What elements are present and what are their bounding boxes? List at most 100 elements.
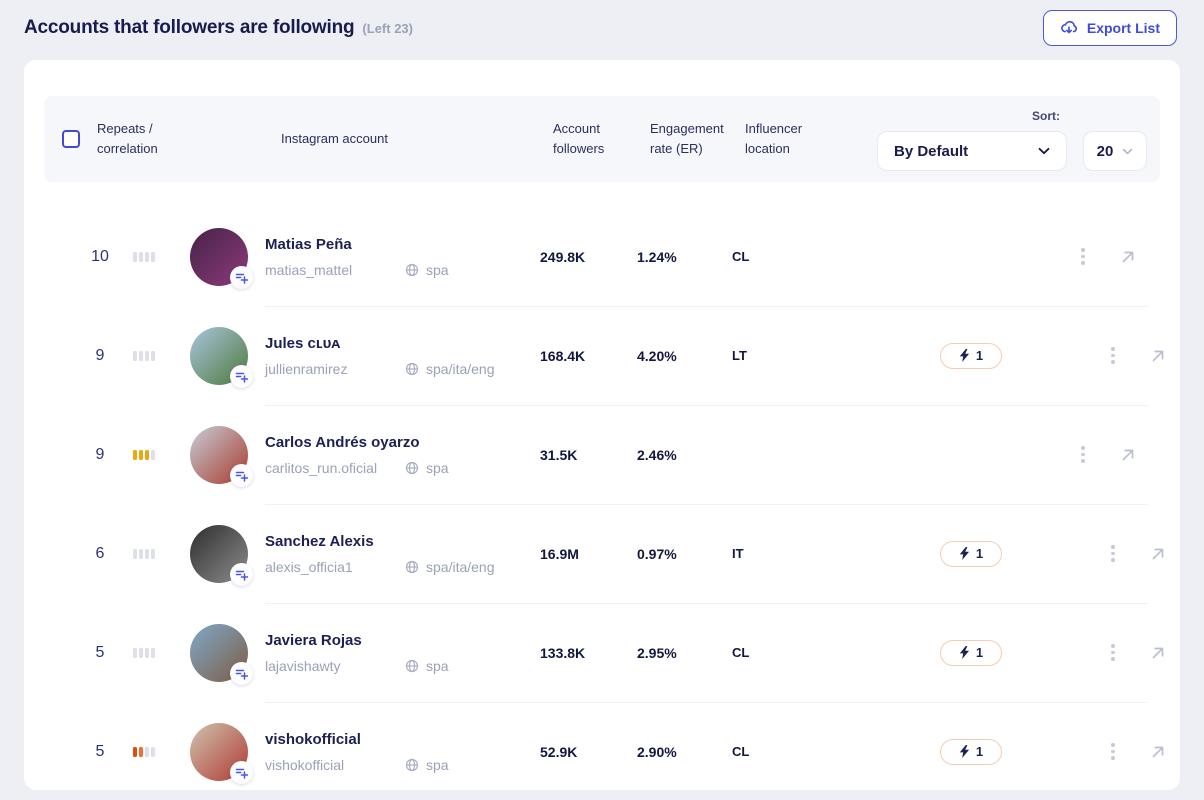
repeats-count: 6 xyxy=(95,544,105,562)
engagement-rate-value: 4.20% xyxy=(637,347,677,364)
account-name[interactable]: Jules ᴄʟᴜᴀ xyxy=(265,334,341,352)
arrow-up-right-icon[interactable] xyxy=(1149,743,1167,761)
page-size-value: 20 xyxy=(1096,142,1114,160)
top-bar: Accounts that followers are following (L… xyxy=(0,0,1204,56)
account-languages: spa/ita/eng xyxy=(426,558,495,575)
account-followers-value: 133.8K xyxy=(540,644,586,661)
account-name[interactable]: vishokofficial xyxy=(265,730,361,748)
kebab-menu-icon[interactable] xyxy=(1105,640,1121,665)
lightning-badge-count: 1 xyxy=(975,744,984,759)
account-username: alexis_officia1 xyxy=(265,558,353,575)
avatar[interactable] xyxy=(190,227,253,289)
column-header-repeats-correlation: Repeats / correlation xyxy=(97,120,158,156)
account-username: matias_mattel xyxy=(265,261,353,278)
avatar[interactable] xyxy=(190,722,253,784)
globe-icon xyxy=(405,263,419,277)
lightning-badge-count: 1 xyxy=(975,645,984,660)
column-header-instagram-account: Instagram account xyxy=(281,130,388,146)
sort-dropdown-value: By Default xyxy=(894,142,969,160)
kebab-menu-icon[interactable] xyxy=(1075,442,1091,467)
account-name[interactable]: Matias Peña xyxy=(265,235,352,253)
lightning-icon xyxy=(959,349,970,362)
influencer-location-value: CL xyxy=(732,645,750,660)
lightning-badge-count: 1 xyxy=(975,546,984,561)
globe-icon xyxy=(405,362,419,376)
lightning-icon xyxy=(959,547,970,560)
sort-dropdown[interactable]: By Default xyxy=(877,131,1067,172)
table-row: 9 Jules ᴄʟᴜᴀ jullienramirez spa/ita/eng xyxy=(24,306,1180,405)
lightning-icon xyxy=(959,745,970,758)
repeats-count: 10 xyxy=(91,247,109,265)
account-languages: spa/ita/eng xyxy=(426,360,495,377)
export-list-button[interactable]: Export List xyxy=(1042,10,1177,46)
table-row: 5 Javiera Rojas lajavishawty spa xyxy=(24,603,1180,702)
influencer-location-value: CL xyxy=(732,744,750,759)
account-info: Matias Peña matias_mattel spa xyxy=(265,236,515,278)
lightning-badge[interactable]: 1 xyxy=(940,540,1002,567)
lightning-badge[interactable]: 1 xyxy=(940,639,1002,666)
account-name[interactable]: Javiera Rojas xyxy=(265,631,362,649)
repeats-count: 5 xyxy=(95,643,105,661)
repeats-count: 9 xyxy=(95,346,105,364)
correlation-bars xyxy=(133,350,156,361)
select-all-checkbox[interactable] xyxy=(62,130,80,148)
kebab-menu-icon[interactable] xyxy=(1105,739,1121,764)
accounts-list: 10 Matias Peña matias_mattel spa xyxy=(24,207,1180,790)
globe-icon xyxy=(405,659,419,673)
account-followers-value: 52.9K xyxy=(540,743,578,760)
account-followers-value: 31.5K xyxy=(540,446,578,463)
lightning-icon xyxy=(959,646,970,659)
influencer-location-value: LT xyxy=(732,348,747,363)
avatar[interactable] xyxy=(190,524,253,586)
account-username: lajavishawty xyxy=(265,657,341,674)
page-size-dropdown[interactable]: 20 xyxy=(1083,131,1147,172)
avatar[interactable] xyxy=(190,425,253,487)
table-row: 9 Carlos Andrés oyarzo carlitos_run.ofic… xyxy=(24,405,1180,504)
table-row: 5 vishokofficial vishokofficial spa xyxy=(24,702,1180,790)
arrow-up-right-icon[interactable] xyxy=(1149,644,1167,662)
correlation-bars xyxy=(133,548,156,559)
account-info: Jules ᴄʟᴜᴀ jullienramirez spa/ita/eng xyxy=(265,335,515,377)
add-to-list-icon[interactable] xyxy=(230,760,253,784)
account-followers-value: 249.8K xyxy=(540,248,586,265)
account-languages: spa xyxy=(426,657,449,674)
lightning-badge[interactable]: 1 xyxy=(940,738,1002,765)
globe-icon xyxy=(405,560,419,574)
engagement-rate-value: 2.46% xyxy=(637,446,677,463)
kebab-menu-icon[interactable] xyxy=(1105,343,1121,368)
arrow-up-right-icon[interactable] xyxy=(1149,347,1167,365)
avatar[interactable] xyxy=(190,326,253,388)
arrow-up-right-icon[interactable] xyxy=(1119,248,1137,266)
chevron-down-icon xyxy=(1038,147,1050,155)
sort-label: Sort: xyxy=(1032,108,1060,123)
account-languages: spa xyxy=(426,756,449,773)
arrow-up-right-icon[interactable] xyxy=(1149,545,1167,563)
lightning-badge[interactable]: 1 xyxy=(940,342,1002,369)
account-name[interactable]: Sanchez Alexis xyxy=(265,532,374,550)
page-title: Accounts that followers are following xyxy=(24,17,355,38)
add-to-list-icon[interactable] xyxy=(230,562,253,586)
engagement-rate-value: 2.95% xyxy=(637,644,677,661)
repeats-count: 9 xyxy=(95,445,105,463)
arrow-up-right-icon[interactable] xyxy=(1119,446,1137,464)
kebab-menu-icon[interactable] xyxy=(1075,244,1091,269)
accounts-table-card: Repeats / correlation Instagram account … xyxy=(24,60,1180,790)
avatar[interactable] xyxy=(190,623,253,685)
add-to-list-icon[interactable] xyxy=(230,463,253,487)
lightning-badge-count: 1 xyxy=(975,348,984,363)
correlation-bars xyxy=(133,746,156,757)
add-to-list-icon[interactable] xyxy=(230,364,253,388)
add-to-list-icon[interactable] xyxy=(230,661,253,685)
account-name[interactable]: Carlos Andrés oyarzo xyxy=(265,433,420,451)
add-to-list-icon[interactable] xyxy=(230,265,253,289)
globe-icon xyxy=(405,461,419,475)
export-list-label: Export List xyxy=(1086,20,1160,36)
account-info: Javiera Rojas lajavishawty spa xyxy=(265,632,515,674)
sort-controls: Sort: By Default 20 xyxy=(877,107,1147,172)
account-username: vishokofficial xyxy=(265,756,345,773)
repeats-count: 5 xyxy=(95,742,105,760)
kebab-menu-icon[interactable] xyxy=(1105,541,1121,566)
correlation-bars xyxy=(133,449,156,460)
influencer-location-value: CL xyxy=(732,249,750,264)
column-header-account-followers: Account followers xyxy=(553,120,605,156)
